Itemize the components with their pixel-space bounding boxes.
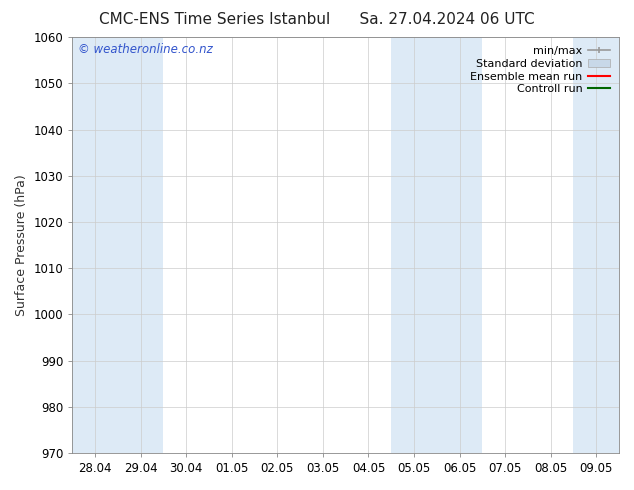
- Text: © weatheronline.co.nz: © weatheronline.co.nz: [78, 44, 212, 56]
- Legend: min/max, Standard deviation, Ensemble mean run, Controll run: min/max, Standard deviation, Ensemble me…: [467, 43, 614, 98]
- Bar: [72, 37, 118, 453]
- Bar: [437, 37, 482, 453]
- Bar: [391, 37, 437, 453]
- Y-axis label: Surface Pressure (hPa): Surface Pressure (hPa): [15, 174, 28, 316]
- Bar: [118, 37, 164, 453]
- Text: CMC-ENS Time Series Istanbul      Sa. 27.04.2024 06 UTC: CMC-ENS Time Series Istanbul Sa. 27.04.2…: [99, 12, 535, 27]
- Bar: [573, 37, 619, 453]
